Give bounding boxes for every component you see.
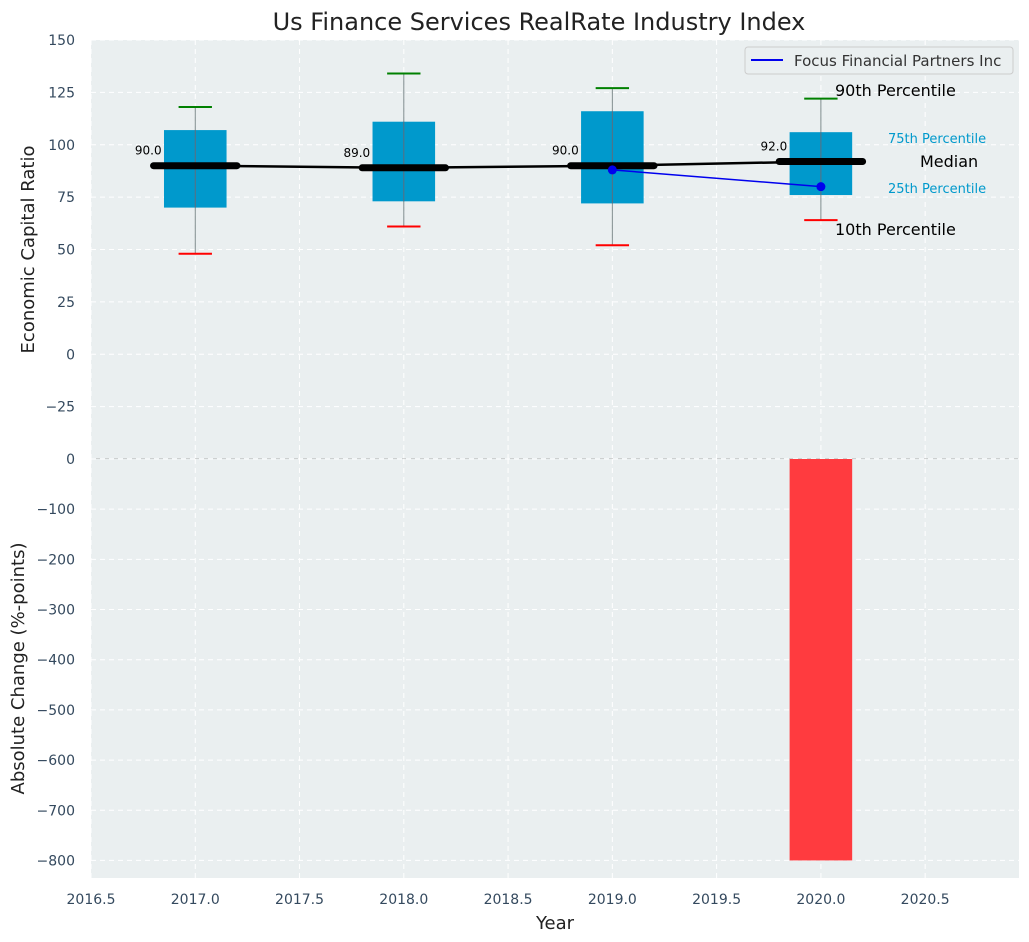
annotation-25th-percentile: 25th Percentile bbox=[888, 182, 986, 197]
annotation-90th-percentile: 90th Percentile bbox=[835, 81, 956, 100]
y-tick-label: 100 bbox=[48, 138, 75, 154]
top-panel: 150 125 100 75 50 25 0 −25 Economic Capital Rat… bbox=[18, 33, 1019, 460]
y-tick-label: −400 bbox=[37, 653, 75, 669]
annotation-10th-percentile: 10th Percentile bbox=[835, 220, 956, 239]
y-tick-label: 75 bbox=[57, 190, 75, 206]
y-tick-label: 150 bbox=[48, 33, 75, 49]
median-trend bbox=[195, 160, 821, 170]
y-tick-label: −300 bbox=[37, 603, 75, 619]
chart-title: Us Finance Services RealRate Industry In… bbox=[273, 8, 806, 36]
top-y-axis-label: Economic Capital Ratio bbox=[18, 146, 39, 354]
x-ticks: 2016.5 2017.0 2017.5 2018.0 2018.5 2019.0 2019… bbox=[67, 892, 950, 908]
bottom-y-axis-label: Absolute Change (%-points) bbox=[8, 543, 29, 795]
annotation-median: Median bbox=[920, 152, 978, 171]
box-plots: 90.0 89.0 90.0 92.0 bbox=[135, 72, 867, 255]
median-value-label: 89.0 bbox=[343, 146, 370, 160]
median-value-label: 90.0 bbox=[135, 144, 162, 158]
x-tick-label: 2020.0 bbox=[796, 892, 845, 908]
median-trend-line bbox=[195, 160, 821, 170]
y-tick-label: 50 bbox=[57, 243, 75, 259]
legend-box bbox=[744, 46, 1014, 75]
legend-label-focus-financial: Focus Financial Partners Inc bbox=[794, 52, 1001, 70]
x-tick-label: 2019.0 bbox=[588, 892, 637, 908]
bottom-y-ticks: 0 −100 −200 −300 −400 −500 −600 −700 −800 bbox=[37, 452, 75, 869]
bottom-grid bbox=[90, 458, 1019, 878]
y-tick-label: −500 bbox=[37, 703, 75, 719]
series-point bbox=[607, 165, 617, 175]
median-value-label: 92.0 bbox=[761, 140, 788, 154]
x-tick-label: 2017.5 bbox=[275, 892, 324, 908]
x-axis-label: Year bbox=[535, 913, 575, 934]
y-tick-label: −800 bbox=[37, 853, 75, 869]
y-tick-label: −200 bbox=[37, 552, 75, 568]
top-grid bbox=[90, 39, 1019, 459]
annotation-75th-percentile: 75th Percentile bbox=[888, 132, 986, 147]
series-line bbox=[612, 169, 821, 188]
median-value-label: 90.0 bbox=[552, 144, 579, 158]
y-tick-label: −100 bbox=[37, 502, 75, 518]
top-y-ticks: 150 125 100 75 50 25 0 −25 bbox=[45, 33, 75, 416]
company-series bbox=[607, 165, 826, 192]
x-tick-label: 2017.0 bbox=[171, 892, 220, 908]
legend: Focus Financial Partners Inc bbox=[744, 46, 1014, 75]
bottom-panel: 0 −100 −200 −300 −400 −500 −600 −700 −800 2016.5… bbox=[8, 452, 1019, 934]
x-tick-label: 2018.5 bbox=[484, 892, 533, 908]
percentile-annotations: 90th Percentile 75th Percentile Median 2… bbox=[835, 81, 986, 239]
x-tick-label: 2020.5 bbox=[901, 892, 950, 908]
y-tick-label: 25 bbox=[57, 295, 75, 311]
x-tick-label: 2018.0 bbox=[379, 892, 428, 908]
y-tick-label: −600 bbox=[37, 753, 75, 769]
y-tick-label: −700 bbox=[37, 803, 75, 819]
y-tick-label: −25 bbox=[45, 400, 75, 416]
x-tick-label: 2019.5 bbox=[692, 892, 741, 908]
change-bars bbox=[789, 459, 853, 861]
y-tick-label: 125 bbox=[48, 85, 75, 101]
bottom-panel-background bbox=[91, 459, 1019, 878]
series-point bbox=[816, 182, 826, 192]
x-tick-label: 2016.5 bbox=[67, 892, 116, 908]
y-tick-label: 0 bbox=[66, 452, 75, 468]
y-tick-label: 0 bbox=[66, 347, 75, 363]
change-bar bbox=[789, 459, 853, 861]
